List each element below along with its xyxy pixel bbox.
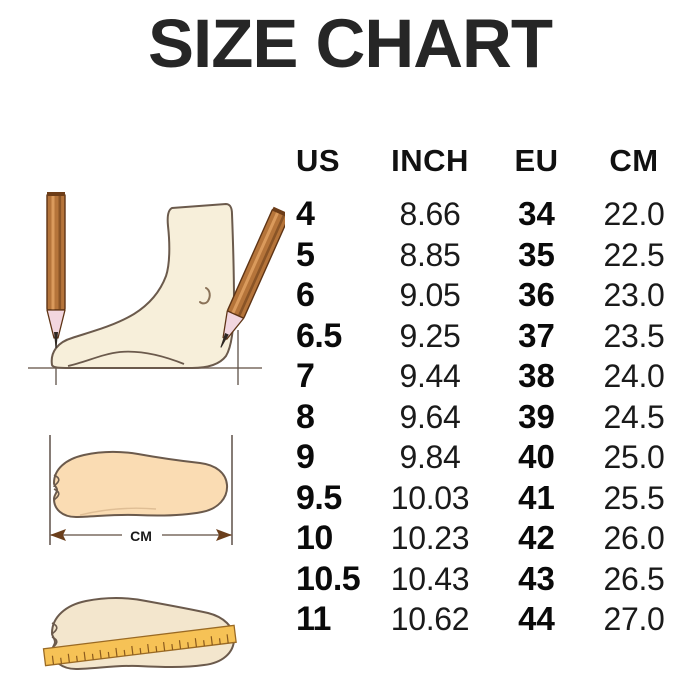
size-table: US INCH EU CM 4 8.66 34 22.0 5 8.85 35 2… — [285, 143, 690, 641]
column-header-cm: CM — [609, 143, 659, 178]
table-row: 11 10.62 44 27.0 — [285, 600, 690, 641]
column-header-us: US — [296, 143, 341, 178]
cell-us: 6.5 — [296, 316, 342, 355]
cell-inch: 8.85 — [399, 236, 461, 273]
cell-cm: 24.0 — [603, 358, 665, 394]
table-row: 4 8.66 34 22.0 — [285, 195, 690, 236]
cell-us: 7 — [296, 357, 315, 395]
cell-inch: 9.25 — [399, 317, 461, 354]
cell-cm: 23.5 — [603, 317, 665, 354]
cell-eu: 34 — [518, 195, 555, 232]
cell-us: 4 — [296, 195, 315, 233]
cell-inch: 9.05 — [399, 277, 461, 313]
table-row: 7 9.44 38 24.0 — [285, 357, 690, 398]
table-row: 10 10.23 42 26.0 — [285, 519, 690, 560]
cell-eu: 44 — [518, 600, 555, 637]
cell-us: 8 — [296, 397, 315, 436]
cell-cm: 25.0 — [603, 439, 665, 475]
cell-eu: 37 — [518, 316, 555, 354]
cell-us: 9.5 — [296, 478, 342, 517]
table-header-row: US INCH EU CM — [285, 143, 690, 195]
illustration-column: CM — [10, 180, 291, 690]
cell-eu: 36 — [518, 276, 555, 313]
cell-eu: 41 — [518, 478, 555, 516]
cell-us: 10.5 — [296, 559, 361, 598]
cell-inch: 9.64 — [399, 398, 461, 435]
table-row: 9.5 10.03 41 25.5 — [285, 479, 690, 520]
page-title: SIZE CHART — [148, 5, 553, 82]
table-row: 9 9.84 40 25.0 — [285, 438, 690, 479]
pencil-right-icon — [220, 206, 291, 348]
cell-us: 9 — [296, 438, 315, 476]
cell-inch: 8.66 — [399, 196, 461, 232]
cell-inch: 10.43 — [390, 560, 470, 597]
cell-cm: 27.0 — [603, 601, 665, 637]
table-row: 6 9.05 36 23.0 — [285, 276, 690, 317]
table-row: 6.5 9.25 37 23.5 — [285, 317, 690, 358]
table-row: 5 8.85 35 22.5 — [285, 236, 690, 277]
cell-eu: 40 — [518, 438, 555, 475]
cell-cm: 24.5 — [603, 398, 665, 435]
foot-sole-view-with-tape-icon — [10, 575, 285, 690]
cell-cm: 26.0 — [603, 520, 665, 556]
cell-eu: 38 — [518, 357, 555, 394]
cell-us: 6 — [296, 276, 315, 314]
pencil-left-icon — [46, 192, 66, 348]
cell-inch: 10.03 — [390, 479, 470, 516]
column-header-eu: EU — [514, 143, 559, 178]
cell-eu: 43 — [518, 559, 555, 597]
cell-eu: 42 — [518, 519, 555, 556]
cell-inch: 10.23 — [390, 520, 470, 556]
column-header-inch: INCH — [391, 143, 469, 178]
cell-us: 5 — [296, 235, 315, 274]
cell-eu: 35 — [518, 235, 555, 273]
cell-cm: 25.5 — [603, 479, 665, 516]
cell-inch: 9.44 — [399, 358, 461, 394]
cell-inch: 10.62 — [390, 601, 470, 637]
cell-inch: 9.84 — [399, 439, 461, 475]
cell-cm: 23.0 — [603, 277, 665, 313]
cell-us: 10 — [296, 519, 333, 557]
foot-side-view-with-pencils-icon — [10, 180, 291, 395]
cell-eu: 39 — [518, 397, 555, 435]
table-row: 10.5 10.43 43 26.5 — [285, 560, 690, 601]
foot-sole-view-with-measure-icon: CM — [10, 425, 285, 565]
cell-cm: 26.5 — [603, 560, 665, 597]
cell-cm: 22.5 — [603, 236, 665, 273]
cell-us: 11 — [296, 600, 331, 638]
cell-cm: 22.0 — [603, 196, 665, 232]
cm-measure-label: CM — [130, 528, 152, 544]
table-row: 8 9.64 39 24.5 — [285, 398, 690, 439]
